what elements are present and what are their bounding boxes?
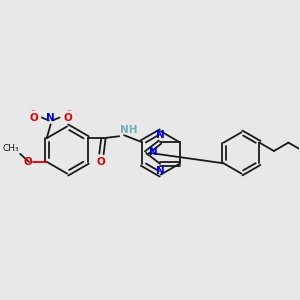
Text: O: O — [23, 157, 32, 167]
Text: ⁻: ⁻ — [31, 108, 35, 117]
Text: O: O — [96, 157, 105, 167]
Text: CH₃: CH₃ — [2, 144, 19, 153]
Text: ⁻: ⁻ — [66, 108, 71, 117]
Text: N: N — [156, 130, 164, 140]
Text: N: N — [149, 147, 158, 157]
Text: N: N — [156, 166, 164, 176]
Text: N: N — [46, 113, 55, 123]
Text: O: O — [29, 112, 38, 122]
Text: O: O — [64, 112, 72, 122]
Text: NH: NH — [120, 125, 138, 135]
